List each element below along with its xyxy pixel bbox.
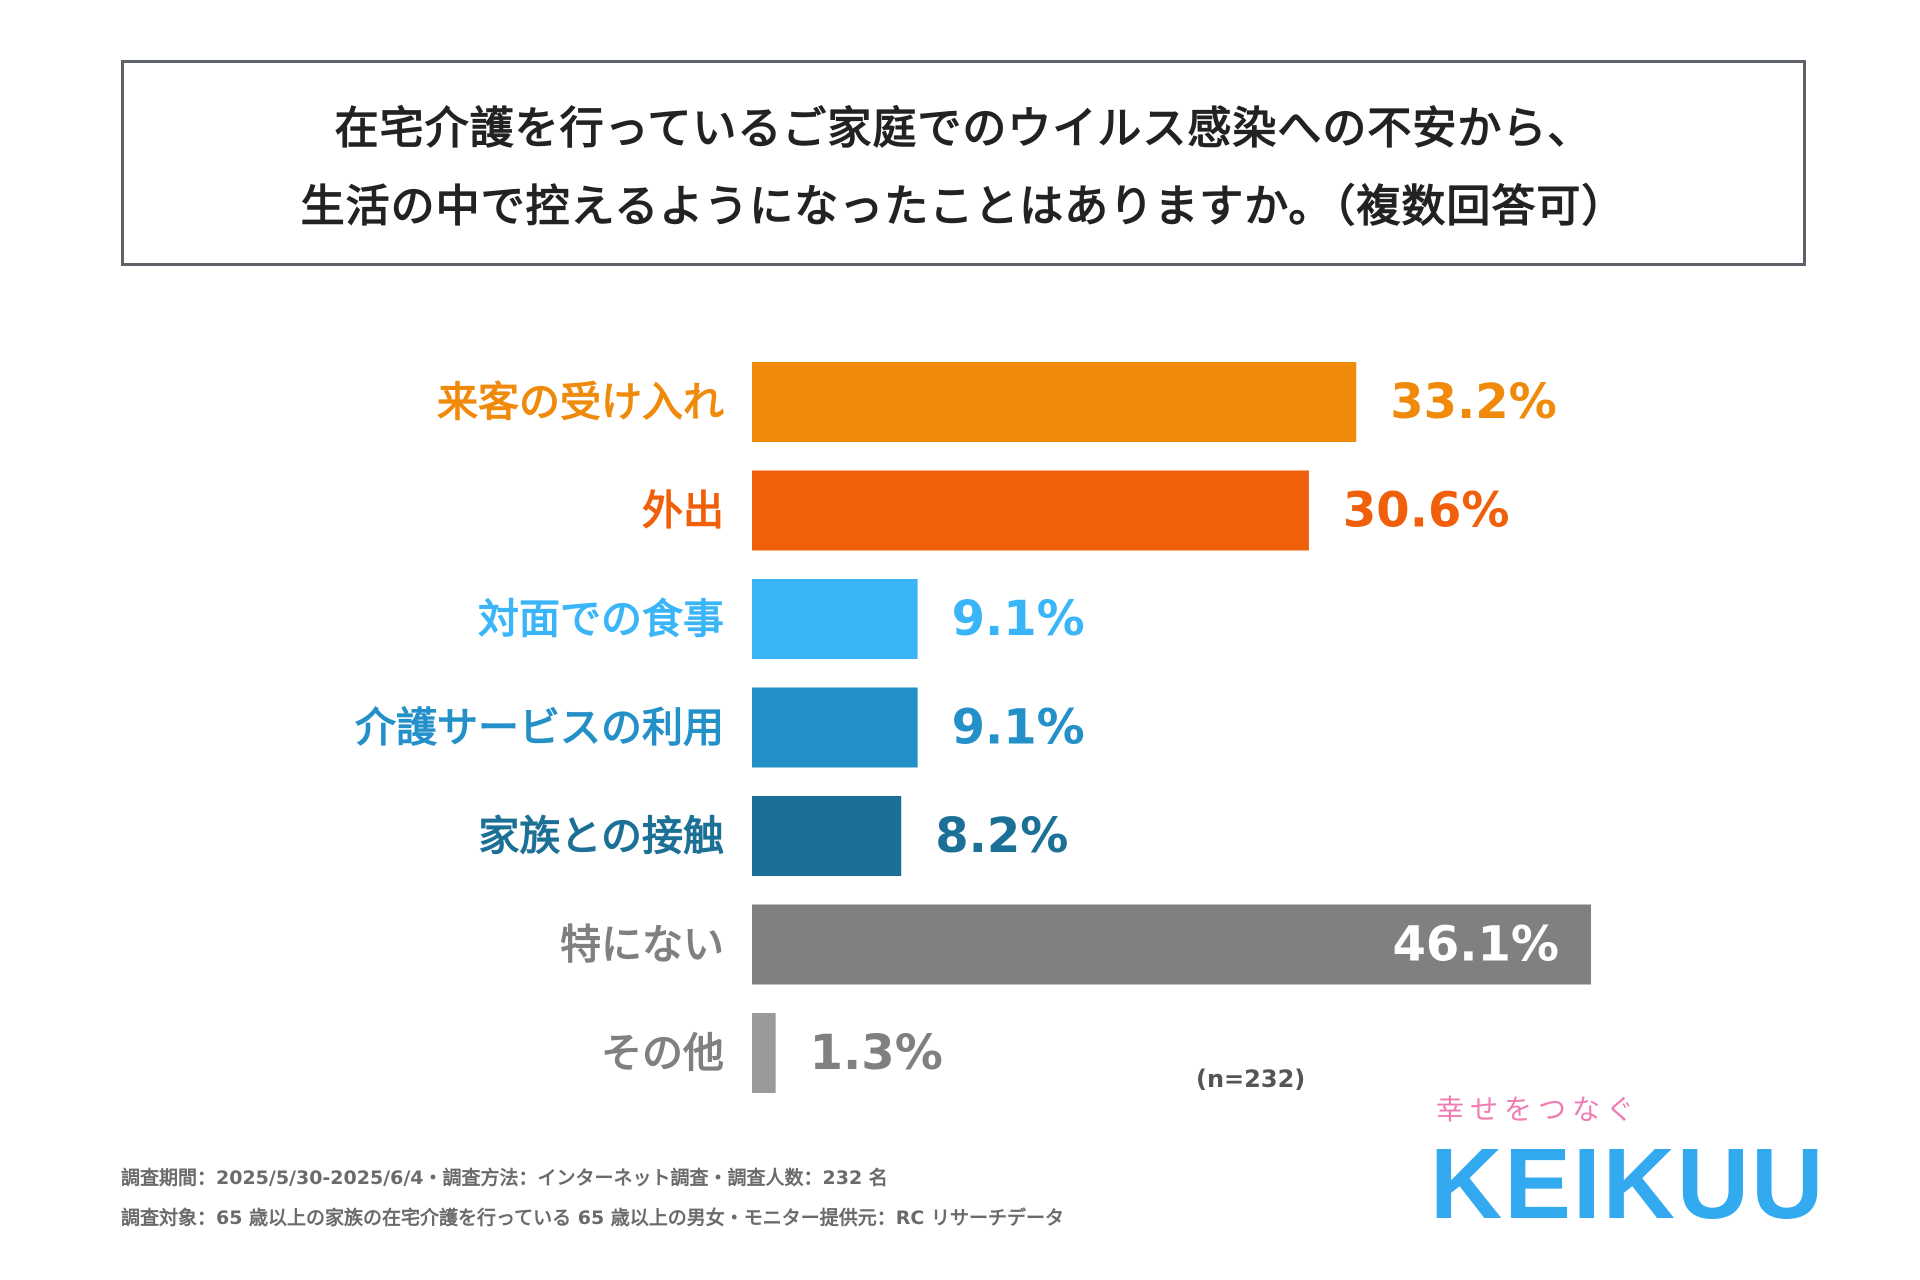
sample-size-label: (n=232) xyxy=(1196,1065,1306,1093)
bar-1 xyxy=(752,470,1309,551)
value-label-3: 9.1% xyxy=(952,700,1085,756)
value-label-6: 1.3% xyxy=(810,1025,943,1081)
footnote-survey-period: 調査期間：2025/5/30-2025/6/4・調査方法：インターネット調査・調… xyxy=(121,1167,888,1189)
category-label-0: 来客の受け入れ xyxy=(437,378,724,426)
bar-0 xyxy=(752,362,1357,442)
bar-6 xyxy=(752,1013,776,1093)
category-label-5: 特にない xyxy=(560,921,724,969)
category-label-1: 外出 xyxy=(642,487,724,535)
value-label-1: 30.6% xyxy=(1343,483,1510,539)
footnote-survey-target: 調査対象：65 歳以上の家族の在宅介護を行っている 65 歳以上の男女・モニター… xyxy=(121,1207,1064,1229)
brand-tagline: 幸せをつなぐ xyxy=(1436,1093,1641,1126)
value-label-2: 9.1% xyxy=(952,591,1085,647)
bar-4 xyxy=(752,796,902,876)
value-label-5: 46.1% xyxy=(1392,917,1559,973)
chart-title-line-1: 在宅介護を行っているご家庭でのウイルス感染への不安から、 xyxy=(334,103,1593,154)
category-label-3: 介護サービスの利用 xyxy=(355,704,724,752)
value-label-0: 33.2% xyxy=(1390,374,1557,430)
bar-2 xyxy=(752,579,918,659)
category-label-2: 対面での食事 xyxy=(478,595,724,643)
title-box: 在宅介護を行っているご家庭でのウイルス感染への不安から、 生活の中で控えるように… xyxy=(121,60,1806,266)
category-label-6: その他 xyxy=(601,1029,724,1077)
brand-logo: KEIKUU xyxy=(1430,1128,1826,1240)
category-label-4: 家族との接触 xyxy=(478,812,724,860)
bar-3 xyxy=(752,687,918,768)
brand-block: 幸せをつなぐ KEIKUU xyxy=(1430,1088,1826,1240)
bar-5 xyxy=(752,904,1592,985)
chart-title-line-2: 生活の中で控えるようになったことはありますか。（複数回答可） xyxy=(300,181,1627,232)
value-label-4: 8.2% xyxy=(935,808,1068,864)
